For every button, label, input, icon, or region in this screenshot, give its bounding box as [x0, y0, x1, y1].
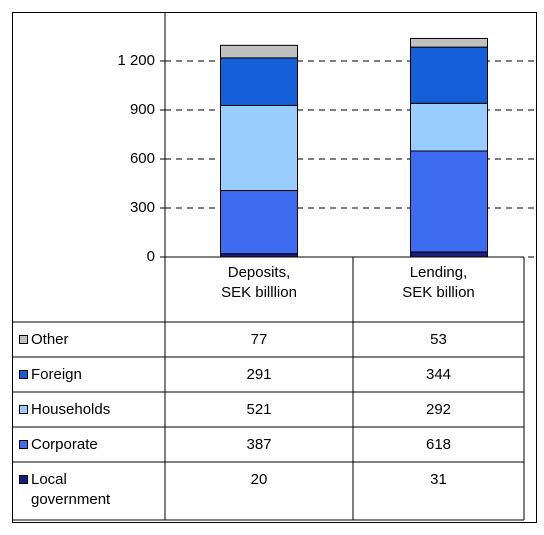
bar-segment	[410, 37, 488, 48]
bar-segment	[410, 251, 488, 258]
bar-segment	[410, 150, 488, 253]
legend-label: Local government	[31, 471, 111, 508]
legend-label: Other	[31, 331, 69, 348]
bar-segment	[220, 104, 298, 192]
bar-segment	[220, 57, 298, 106]
y-tick-label: 300	[129, 199, 155, 216]
legend-swatch	[19, 440, 28, 449]
legend-label: Households	[31, 401, 111, 418]
table-value: 77	[250, 331, 268, 348]
table-value: 344	[425, 366, 452, 383]
y-tick-label: 1 200	[117, 52, 155, 69]
y-tick-label: 900	[129, 101, 155, 118]
table-value: 387	[246, 436, 272, 453]
table-value: 291	[246, 366, 272, 383]
table-value: 292	[425, 401, 452, 418]
bar-segment	[220, 44, 298, 59]
table-value: 20	[250, 471, 268, 488]
table-value: 53	[430, 331, 447, 348]
legend-swatch	[19, 370, 28, 379]
legend-swatch	[19, 475, 28, 484]
table-value: 618	[425, 436, 452, 453]
category-label: Lending, SEK billion	[402, 264, 475, 301]
category-label: Deposits, SEK billlion	[221, 264, 297, 301]
table-value: 31	[430, 471, 447, 488]
bar-segment	[410, 102, 488, 152]
y-tick-label: 600	[129, 150, 155, 167]
bar-segment	[220, 190, 298, 255]
frame	[12, 12, 537, 523]
legend-label: Corporate	[31, 436, 98, 453]
legend-swatch	[19, 335, 28, 344]
legend-label: Foreign	[31, 366, 82, 383]
table-value: 521	[246, 401, 272, 418]
bar-segment	[410, 46, 488, 104]
legend-swatch	[19, 405, 28, 414]
y-tick-label: 0	[146, 248, 155, 265]
